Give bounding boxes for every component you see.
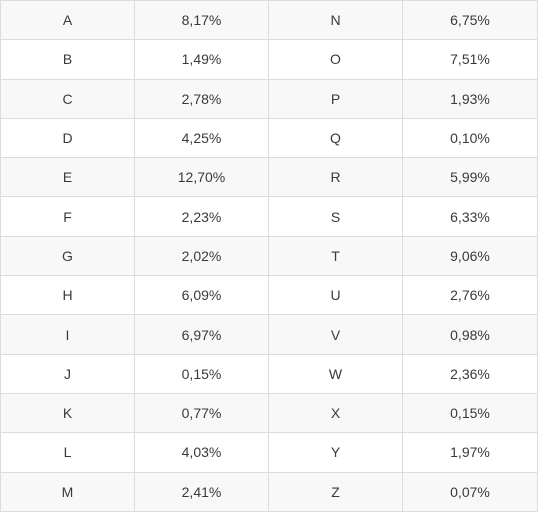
table-row: J 0,15% W 2,36% — [0, 353, 538, 394]
letter-cell: L — [0, 432, 135, 473]
table-row: M 2,41% Z 0,07% — [0, 471, 538, 512]
table-row: F 2,23% S 6,33% — [0, 196, 538, 237]
frequency-cell: 4,25% — [134, 117, 269, 159]
table-row: I 6,97% V 0,98% — [0, 314, 538, 355]
frequency-cell: 1,93% — [402, 78, 538, 119]
letter-cell: Q — [268, 117, 403, 159]
frequency-cell: 2,36% — [402, 353, 538, 394]
letter-cell: V — [268, 314, 403, 355]
table-body: A 8,17% N 6,75% B 1,49% O 7,51% C 2,78% … — [0, 0, 538, 512]
table-row: C 2,78% P 1,93% — [0, 78, 538, 119]
letter-cell: P — [268, 78, 403, 119]
letter-cell: Y — [268, 432, 403, 473]
letter-cell: C — [0, 78, 135, 119]
frequency-cell: 2,76% — [402, 275, 538, 316]
letter-cell: Z — [268, 471, 403, 512]
frequency-cell: 1,97% — [402, 432, 538, 473]
letter-cell: E — [0, 157, 135, 198]
letter-cell: B — [0, 39, 135, 80]
letter-cell: M — [0, 471, 135, 512]
letter-cell: S — [268, 196, 403, 237]
letter-cell: K — [0, 392, 135, 434]
table-row: E 12,70% R 5,99% — [0, 157, 538, 198]
frequency-cell: 0,10% — [402, 117, 538, 159]
table-row: G 2,02% T 9,06% — [0, 235, 538, 277]
frequency-cell: 0,07% — [402, 471, 538, 512]
frequency-cell: 7,51% — [402, 39, 538, 80]
letter-cell: W — [268, 353, 403, 394]
letter-cell: D — [0, 117, 135, 159]
table-row: A 8,17% N 6,75% — [0, 0, 538, 41]
frequency-cell: 6,75% — [402, 0, 538, 41]
letter-cell: I — [0, 314, 135, 355]
letter-frequency-table: A 8,17% N 6,75% B 1,49% O 7,51% C 2,78% … — [0, 0, 538, 512]
frequency-cell: 4,03% — [134, 432, 269, 473]
frequency-cell: 6,97% — [134, 314, 269, 355]
table-row: H 6,09% U 2,76% — [0, 275, 538, 316]
letter-cell: A — [0, 0, 135, 41]
frequency-cell: 2,78% — [134, 78, 269, 119]
letter-cell: J — [0, 353, 135, 394]
letter-cell: G — [0, 235, 135, 277]
letter-cell: U — [268, 275, 403, 316]
letter-cell: F — [0, 196, 135, 237]
frequency-cell: 9,06% — [402, 235, 538, 277]
frequency-cell: 6,33% — [402, 196, 538, 237]
letter-cell: X — [268, 392, 403, 434]
frequency-cell: 5,99% — [402, 157, 538, 198]
frequency-cell: 2,41% — [134, 471, 269, 512]
frequency-cell: 0,98% — [402, 314, 538, 355]
frequency-cell: 0,15% — [134, 353, 269, 394]
letter-cell: T — [268, 235, 403, 277]
table-row: B 1,49% O 7,51% — [0, 39, 538, 80]
frequency-cell: 0,77% — [134, 392, 269, 434]
letter-cell: R — [268, 157, 403, 198]
letter-cell: N — [268, 0, 403, 41]
frequency-cell: 2,02% — [134, 235, 269, 277]
table-row: K 0,77% X 0,15% — [0, 392, 538, 434]
frequency-cell: 1,49% — [134, 39, 269, 80]
letter-cell: O — [268, 39, 403, 80]
table-row: L 4,03% Y 1,97% — [0, 432, 538, 473]
frequency-cell: 8,17% — [134, 0, 269, 41]
frequency-cell: 6,09% — [134, 275, 269, 316]
frequency-cell: 12,70% — [134, 157, 269, 198]
frequency-cell: 2,23% — [134, 196, 269, 237]
frequency-cell: 0,15% — [402, 392, 538, 434]
table-row: D 4,25% Q 0,10% — [0, 117, 538, 159]
letter-cell: H — [0, 275, 135, 316]
